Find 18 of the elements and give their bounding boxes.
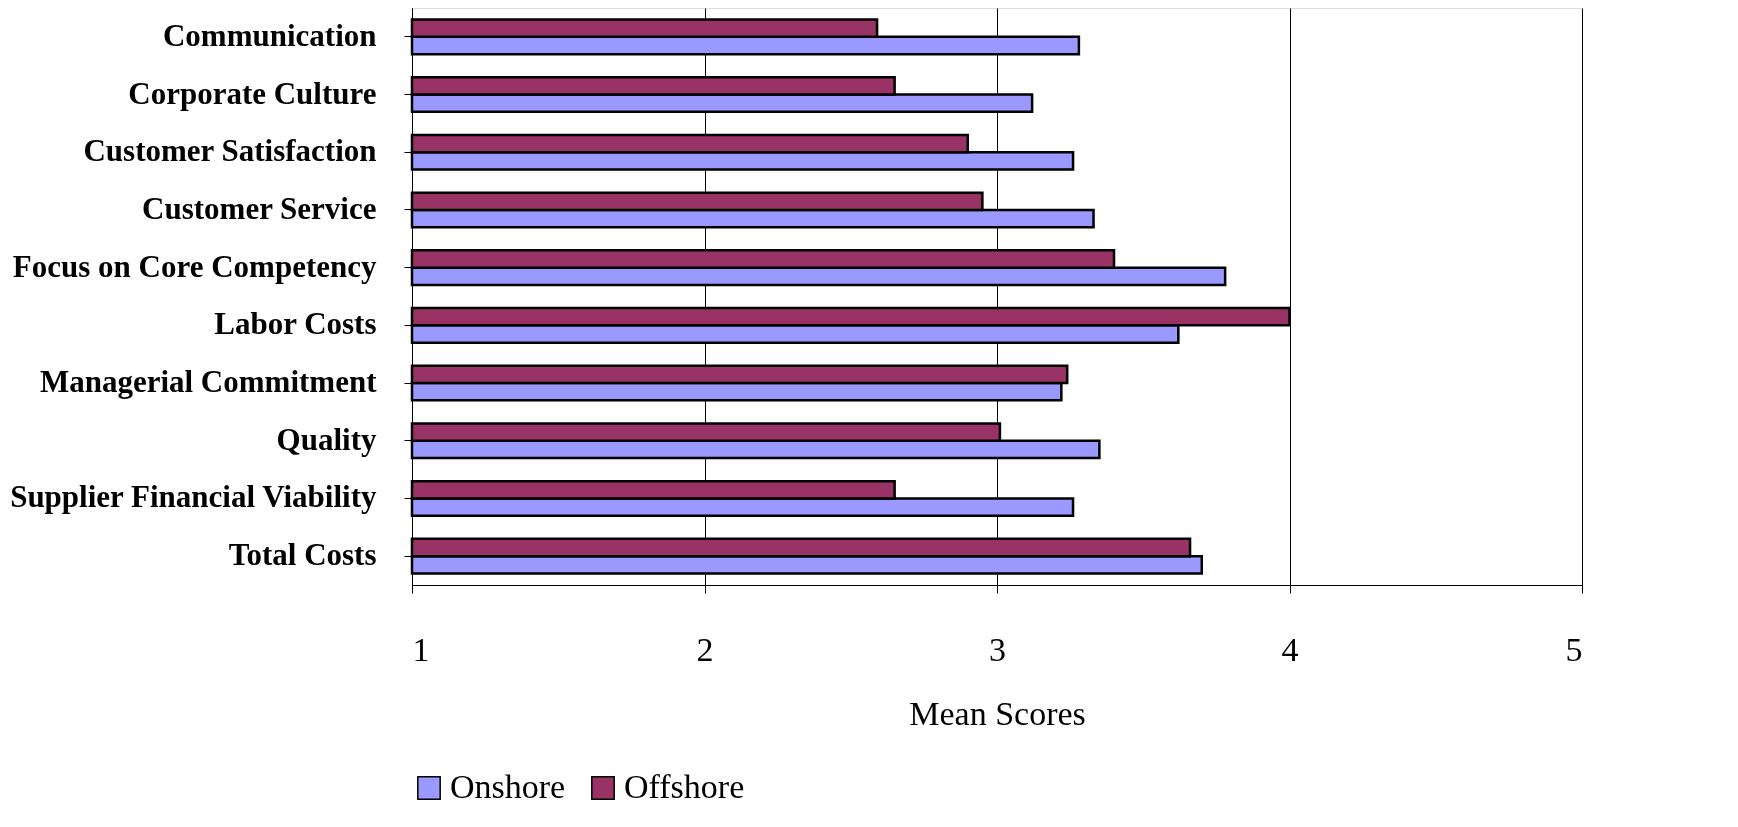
x-tick-label: 5 [1565,630,1583,668]
x-axis-title: Mean Scores [909,694,1086,732]
y-tick-label: Customer Service [142,190,377,226]
x-tick-label: 2 [696,630,714,668]
legend-label: Onshore [450,768,566,805]
y-tick-label: Corporate Culture [128,75,377,111]
y-tick-label: Labor Costs [214,306,377,342]
x-tick-label: 3 [989,630,1006,668]
y-tick-label: Quality [276,421,377,457]
y-tick-label: Communication [162,17,377,53]
y-tick-label: Supplier Financial Viability [10,479,377,515]
y-tick-label: Customer Satisfaction [83,133,377,169]
y-tick-label: Total Costs [228,537,377,573]
x-tick-label: 4 [1281,630,1299,668]
y-tick-label: Managerial Commitment [39,364,378,400]
x-tick-label: 1 [412,630,430,668]
y-tick-label: Focus on Core Competency [12,248,377,284]
legend-label: Offshore [624,768,745,805]
